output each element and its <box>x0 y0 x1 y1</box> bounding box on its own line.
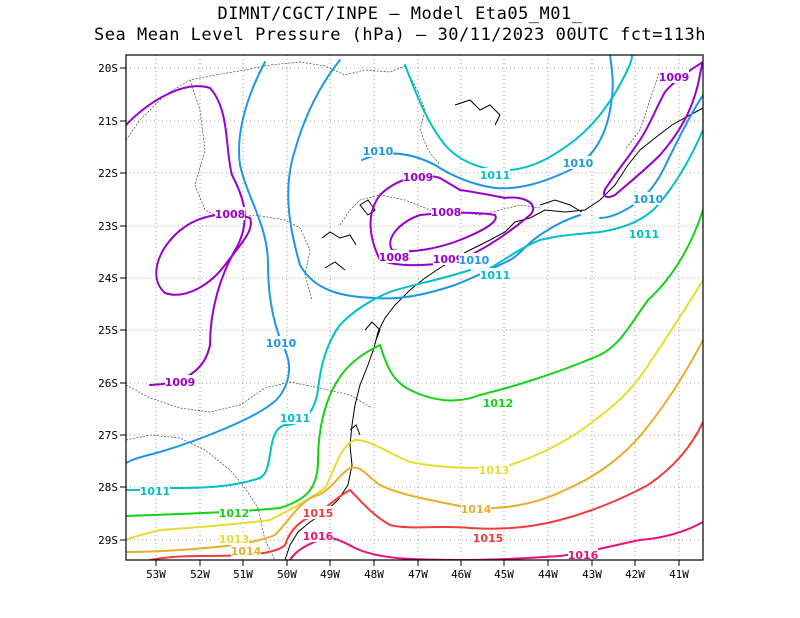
isobar-label: 1008 <box>431 206 462 219</box>
lat-tick-label: 29S <box>98 534 118 547</box>
isobar-label: 1011 <box>629 228 660 241</box>
contour-label-bg <box>459 253 489 266</box>
latitude-labels: 20S 21S 22S 23S 24S 25S 26S 27S 28S 29S <box>98 62 118 547</box>
contour-label-bg <box>473 531 503 544</box>
isobar-label: 1009 <box>403 171 434 184</box>
isobar-label: 1010 <box>563 157 594 170</box>
isobar-label: 1009 <box>659 71 690 84</box>
isobar-label: 1008 <box>215 208 246 221</box>
lon-tick-label: 46W <box>451 568 471 581</box>
lon-tick-label: 49W <box>320 568 340 581</box>
lon-tick-label: 42W <box>625 568 645 581</box>
lon-tick-label: 51W <box>233 568 253 581</box>
isobar-1009-east <box>603 61 703 198</box>
lat-tick-label: 23S <box>98 220 118 233</box>
isobar-1010-center <box>287 59 581 300</box>
isobar-label: 1015 <box>303 507 334 520</box>
isobar-label: 1012 <box>483 397 514 410</box>
isobar-label: 1010 <box>459 254 490 267</box>
lon-tick-label: 47W <box>408 568 428 581</box>
contour-label-bg <box>563 156 593 169</box>
contour-label-bg <box>219 532 249 545</box>
contour-label-bg <box>633 192 663 205</box>
lat-tick-label: 21S <box>98 115 118 128</box>
isobar-label: 1011 <box>280 412 311 425</box>
contour-label-bg <box>431 205 461 218</box>
isobar-label: 1010 <box>633 193 664 206</box>
lon-tick-label: 48W <box>364 568 384 581</box>
isobar-label: 1013 <box>479 464 510 477</box>
contour-label-bg <box>568 548 598 560</box>
longitude-labels: 53W 52W 51W 50W 49W 48W 47W 46W 45W 44W 43W 42W 41W <box>146 568 689 581</box>
lat-tick-label: 26S <box>98 377 118 390</box>
isobar-label: 1016 <box>568 549 599 562</box>
lon-tick-label: 53W <box>146 568 166 581</box>
isobar-label: 1009 <box>165 376 196 389</box>
contour-label-bg <box>140 484 170 497</box>
contour-label-bg <box>165 375 195 388</box>
isobar-label: 1013 <box>219 533 250 546</box>
isobar-1010-west <box>126 61 290 464</box>
chart-subtitle: Sea Mean Level Pressure (hPa) – 30/11/20… <box>94 25 706 45</box>
isobar-1012 <box>126 209 703 517</box>
isobar-label: 1011 <box>480 169 511 182</box>
isobar-label: 1011 <box>140 485 171 498</box>
lon-tick-label: 52W <box>190 568 210 581</box>
lat-tick-label: 28S <box>98 481 118 494</box>
contour-label-bg <box>266 336 296 349</box>
lon-tick-label: 45W <box>494 568 514 581</box>
isobar-1011-north <box>404 55 633 172</box>
contour-label-bg <box>219 506 249 519</box>
lon-tick-label: 41W <box>669 568 689 581</box>
isobar-1010-east <box>599 94 703 219</box>
isobar-label: 1009 <box>433 253 464 266</box>
lon-tick-label: 43W <box>582 568 602 581</box>
chart-title: DIMNT/CGCT/INPE – Model Eta05_M01_ <box>217 4 583 24</box>
isobar-1013 <box>126 279 703 541</box>
lat-lon-grid <box>126 55 703 560</box>
isobar-label: 1016 <box>303 530 334 543</box>
isobar-1014 <box>126 339 703 553</box>
isobar-label: 1011 <box>480 269 511 282</box>
lat-tick-label: 24S <box>98 272 118 285</box>
map-frame <box>125 54 704 561</box>
lat-tick-label: 22S <box>98 167 118 180</box>
lat-tick-label: 25S <box>98 324 118 337</box>
isobar-label: 1014 <box>461 503 492 516</box>
isobar-label: 1008 <box>379 251 410 264</box>
contour-label-bg <box>280 411 310 424</box>
contour-label-bg <box>479 463 509 476</box>
contour-label-bg <box>433 252 463 265</box>
contour-label-bg <box>379 250 409 263</box>
contour-label-bg <box>215 207 245 220</box>
isobar-1011-east <box>489 129 703 269</box>
contour-label-bg <box>461 502 491 515</box>
lat-tick-label: 20S <box>98 62 118 75</box>
lon-tick-label: 50W <box>277 568 297 581</box>
contour-label-bg <box>483 396 513 409</box>
coastline <box>284 99 703 560</box>
lon-tick-label: 44W <box>538 568 558 581</box>
isobar-label: 1010 <box>266 337 297 350</box>
isobar-1009-west <box>126 85 246 386</box>
isobar-1008-west <box>155 213 252 296</box>
isobar-1010-north <box>361 55 614 190</box>
contour-label-bg <box>480 268 510 281</box>
isobar-1008-center <box>389 211 497 253</box>
contour-label-bg <box>231 544 261 557</box>
isobar-label: 1012 <box>219 507 250 520</box>
lat-tick-label: 27S <box>98 429 118 442</box>
isobar-label: 1014 <box>231 545 262 558</box>
contour-label-bg <box>303 529 333 542</box>
contour-label-bg <box>403 170 433 183</box>
contour-label-bg <box>659 70 689 83</box>
contour-label-bg <box>303 506 333 519</box>
isobar-label: 1015 <box>473 532 504 545</box>
contour-label-bg <box>363 144 393 157</box>
contour-label-bg <box>629 227 659 240</box>
isobar-label: 1010 <box>363 145 394 158</box>
contour-label-bg <box>480 168 510 181</box>
axis-ticks <box>120 67 680 566</box>
